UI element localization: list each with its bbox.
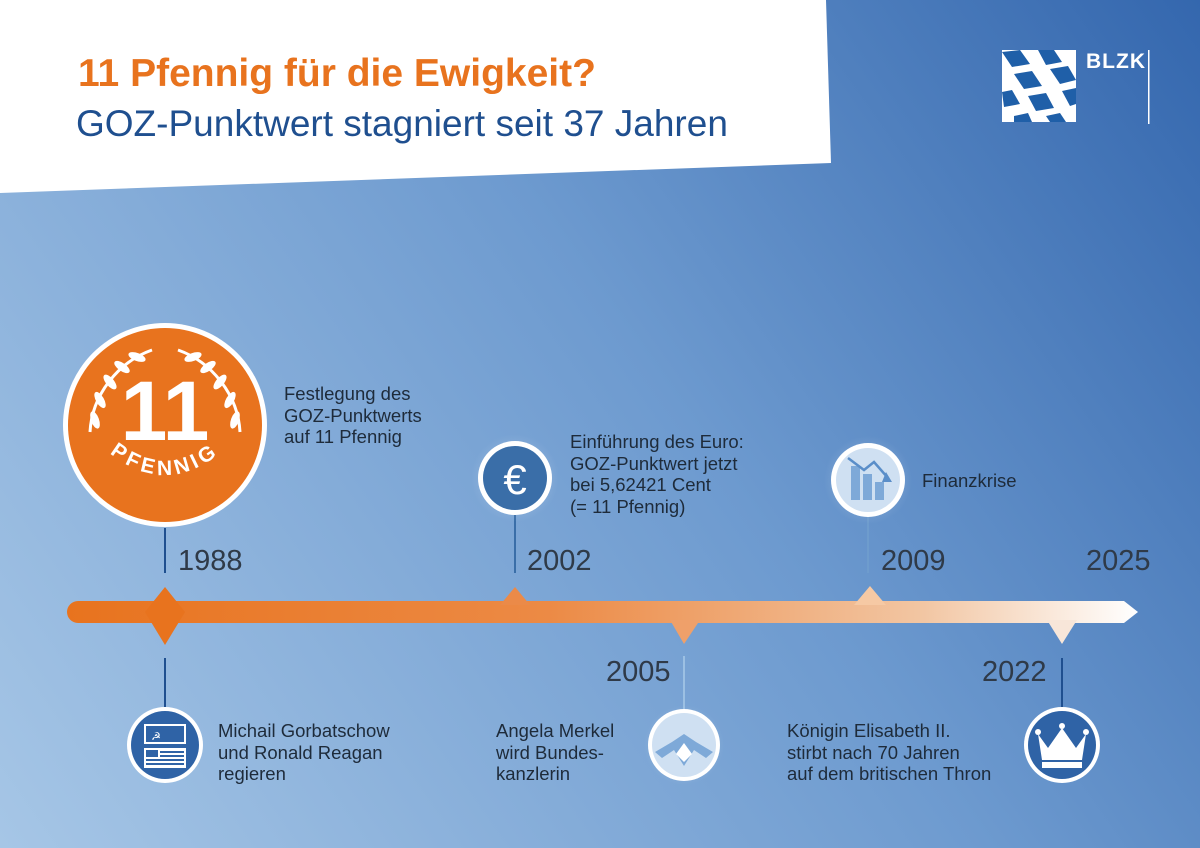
pfennig-coin-icon: 11 PFENNIG — [63, 323, 267, 527]
event-1988-politics: Michail Gorbatschow und Ronald Reagan re… — [218, 720, 390, 785]
marker-2002 — [500, 587, 530, 605]
event-line: Festlegung des — [284, 383, 411, 404]
year-2009: 2009 — [881, 545, 946, 577]
event-line: bei 5,62421 Cent — [570, 474, 711, 495]
event-line: Angela Merkel — [496, 720, 615, 741]
event-line: auf 11 Pfennig — [284, 426, 402, 447]
event-line: Einführung des Euro: — [570, 431, 744, 452]
marker-2009 — [854, 586, 886, 605]
merkel-raute-hands-icon — [644, 705, 724, 785]
event-line: auf dem britischen Thron — [787, 763, 992, 784]
event-line: (= 11 Pfennig) — [570, 495, 686, 517]
year-2002: 2002 — [527, 545, 592, 577]
marker-2005 — [670, 620, 700, 644]
coin-value: 11 — [121, 364, 210, 458]
year-2022: 2022 — [982, 656, 1047, 688]
year-2025: 2025 — [1086, 545, 1151, 577]
year-1988: 1988 — [178, 545, 243, 577]
header-card — [0, 0, 831, 193]
event-line: GOZ-Punktwert jetzt — [570, 452, 738, 474]
event-line: wird Bundes- — [496, 741, 604, 763]
event-2002-euro: Einführung des Euro: GOZ-Punktwert jetzt… — [570, 431, 744, 517]
event-line: Königin Elisabeth II. — [787, 720, 951, 741]
blzk-logo — [1002, 50, 1150, 124]
page-subtitle: GOZ-Punktwert stagniert seit 37 Jahren — [76, 103, 728, 144]
event-line: regieren — [218, 763, 286, 784]
svg-text:☭: ☭ — [151, 730, 161, 743]
event-2009-finanzkrise: Finanzkrise — [922, 470, 1017, 492]
crown-icon — [1024, 707, 1100, 783]
event-line: stirbt nach 70 Jahren — [787, 741, 960, 763]
event-line: Michail Gorbatschow — [218, 720, 390, 741]
event-line: Finanzkrise — [922, 470, 1017, 491]
soviet-us-flags-icon: ☭ — [127, 707, 203, 783]
euro-symbol: € — [503, 456, 526, 503]
falling-bar-chart-icon — [824, 436, 912, 524]
event-2022-queen: Königin Elisabeth II. stirbt nach 70 Jah… — [787, 720, 991, 785]
event-1988-goz: Festlegung des GOZ-Punktwerts auf 11 Pfe… — [284, 383, 422, 448]
page-title: 11 Pfennig für die Ewigkeit? — [78, 52, 596, 95]
event-line: kanzlerin — [496, 763, 571, 784]
year-2005: 2005 — [606, 656, 671, 688]
euro-icon: € — [471, 434, 559, 522]
marker-2022 — [1047, 620, 1077, 644]
timeline-arrow — [67, 586, 1138, 645]
event-line: und Ronald Reagan — [218, 741, 383, 763]
marker-1988 — [145, 587, 185, 645]
event-2005-merkel: Angela Merkel wird Bundes- kanzlerin — [496, 720, 614, 785]
brand-name: BLZK — [1086, 50, 1146, 73]
event-line: GOZ-Punktwerts — [284, 404, 422, 426]
